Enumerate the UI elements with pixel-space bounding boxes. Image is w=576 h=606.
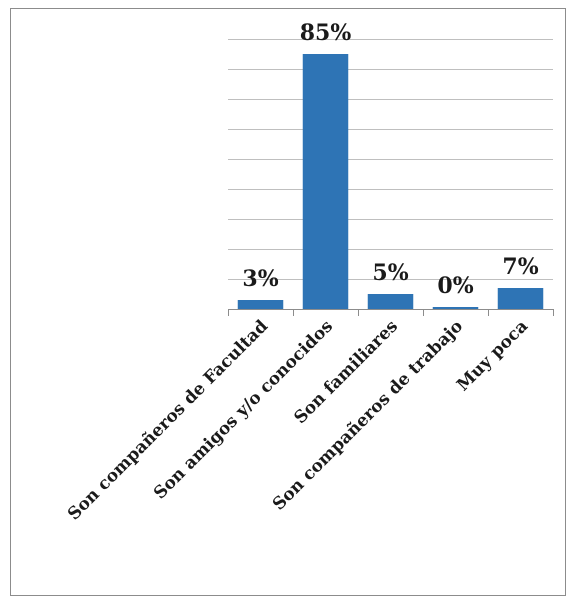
data-label: 3% [242, 266, 278, 292]
bar [367, 294, 414, 309]
bar [497, 288, 544, 309]
bar [237, 300, 284, 309]
category-label: Muy poca [453, 316, 532, 395]
data-labels: 3% 85% 5% 0% 7% [242, 20, 538, 299]
bars [237, 54, 544, 309]
data-label: 85% [300, 20, 352, 46]
bar [302, 54, 349, 309]
chart-frame [10, 8, 566, 596]
x-axis [228, 309, 554, 316]
data-label: 5% [372, 260, 408, 286]
gridlines [228, 39, 553, 280]
data-label: 0% [437, 273, 473, 299]
data-label: 7% [502, 254, 538, 280]
bar [432, 307, 479, 309]
